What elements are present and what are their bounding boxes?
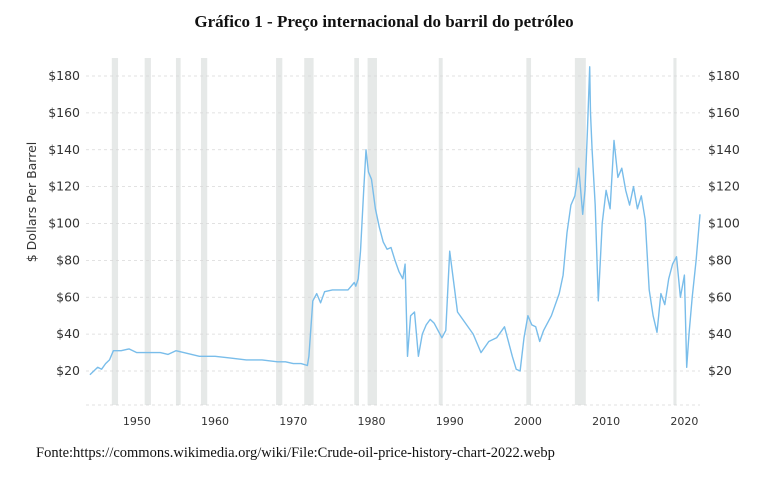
recession-band bbox=[175, 58, 181, 405]
y-tick-label: $100 bbox=[48, 216, 80, 231]
y-tick-label-right: $120 bbox=[708, 179, 740, 194]
x-tick-label: 1950 bbox=[123, 415, 151, 428]
y-tick-label: $160 bbox=[48, 105, 80, 120]
y-tick-label: $20 bbox=[56, 363, 80, 378]
y-tick-label-right: $100 bbox=[708, 216, 740, 231]
recession-band bbox=[111, 58, 119, 405]
x-tick-label: 1990 bbox=[436, 415, 464, 428]
y-tick-label: $40 bbox=[56, 326, 80, 341]
y-tick-label-right: $60 bbox=[708, 289, 732, 304]
y-tick-label: $140 bbox=[48, 142, 80, 157]
x-tick-label: 2020 bbox=[670, 415, 698, 428]
x-axis: 1950 1960 1970 1980 1990 2000 2010 2020 bbox=[123, 415, 699, 428]
x-tick-label: 2000 bbox=[514, 415, 542, 428]
y-axis-left: $20 $40 $60 $80 $100 $120 $140 $160 $180 bbox=[48, 68, 80, 378]
y-tick-label: $80 bbox=[56, 252, 80, 267]
recession-band bbox=[304, 58, 314, 405]
recession-band bbox=[574, 58, 586, 405]
y-tick-label-right: $140 bbox=[708, 142, 740, 157]
recession-band bbox=[526, 58, 532, 405]
chart-title: Gráfico 1 - Preço internacional do barri… bbox=[194, 12, 574, 31]
oil-price-chart: $20$40$60$80$100$120$140$160$180 $20$40$… bbox=[24, 58, 740, 428]
recession-bands bbox=[111, 58, 677, 405]
x-tick-label: 1980 bbox=[357, 415, 385, 428]
y-tick-label: $120 bbox=[48, 179, 80, 194]
recession-band bbox=[144, 58, 151, 405]
y-tick-label-right: $180 bbox=[708, 68, 740, 83]
x-tick-label: 1960 bbox=[201, 415, 229, 428]
recession-band bbox=[354, 58, 359, 405]
source-note: Fonte:https://commons.wikimedia.org/wiki… bbox=[36, 445, 555, 461]
recession-band bbox=[276, 58, 283, 405]
y-tick-label-right: $80 bbox=[708, 252, 732, 267]
y-axis-label: $ Dollars Per Barrel bbox=[24, 142, 39, 263]
recession-band bbox=[367, 58, 377, 405]
price-line bbox=[89, 66, 701, 376]
x-tick-label: 2010 bbox=[592, 415, 620, 428]
y-tick-label-right: $40 bbox=[708, 326, 732, 341]
recession-band bbox=[438, 58, 443, 405]
recession-band bbox=[200, 58, 208, 405]
recession-band bbox=[673, 58, 677, 405]
y-axis-right: $20 $40 $60 $80 $100 $120 $140 $160 $180 bbox=[708, 68, 740, 378]
y-tick-label-right: $160 bbox=[708, 105, 740, 120]
y-tick-label: $60 bbox=[56, 289, 80, 304]
x-tick-label: 1970 bbox=[279, 415, 307, 428]
y-tick-label-right: $20 bbox=[708, 363, 732, 378]
y-tick-label: $180 bbox=[48, 68, 80, 83]
